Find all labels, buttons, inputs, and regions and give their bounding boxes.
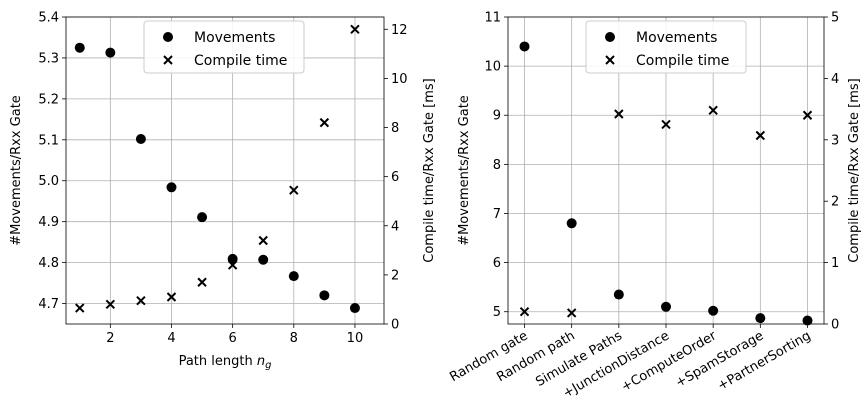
legend-marker-movements bbox=[163, 32, 173, 42]
compile-time-point bbox=[75, 303, 85, 313]
compile-time-point bbox=[661, 119, 671, 130]
y-right-tick-label: 6 bbox=[391, 170, 399, 185]
x-axis-title-subscript: g bbox=[265, 360, 271, 371]
y-right-tick-label: 5 bbox=[831, 11, 839, 26]
legend-box bbox=[143, 20, 305, 74]
y-right-tick-label: 12 bbox=[391, 23, 408, 38]
x-tick-label: 4 bbox=[167, 331, 175, 346]
legend: Movements Compile time bbox=[143, 20, 305, 74]
movements-point bbox=[288, 271, 299, 282]
x-tick-label: 2 bbox=[106, 331, 114, 346]
y-right-axis-title: Compile time/Rxx Gate [ms] bbox=[422, 78, 437, 262]
y-left-tick-label: 7 bbox=[493, 207, 501, 222]
compile-time-point bbox=[802, 110, 813, 120]
y-left-tick-label: 8 bbox=[493, 158, 501, 173]
x-tick-label: Random gate bbox=[447, 328, 530, 385]
compile-time-point bbox=[519, 307, 530, 317]
compile-time-point bbox=[319, 117, 330, 128]
legend: Movements Compile time bbox=[585, 20, 747, 74]
movements-point bbox=[258, 254, 269, 265]
legend-marker-compile-time bbox=[605, 55, 615, 65]
x-axis-title-text: Path length bbox=[179, 354, 257, 369]
movements-point bbox=[519, 41, 530, 52]
compile-time-point bbox=[350, 24, 360, 34]
compile-time-point bbox=[614, 109, 624, 119]
y-left-tick-label: 5 bbox=[493, 305, 501, 320]
legend-box bbox=[585, 20, 747, 74]
y-right-tick-label: 4 bbox=[391, 219, 399, 234]
y-right-tick-label: 8 bbox=[391, 121, 399, 136]
legend-marker-compile-time bbox=[163, 55, 173, 65]
movements-point bbox=[802, 315, 813, 326]
y-right-tick-label: 1 bbox=[831, 256, 839, 271]
y-right-tick-label: 4 bbox=[831, 72, 839, 87]
legend-label-compile-time: Compile time bbox=[636, 53, 729, 69]
movements-point bbox=[74, 42, 85, 53]
y-left-tick-label: 11 bbox=[484, 11, 501, 26]
y-left-tick-label: 4.9 bbox=[38, 215, 59, 230]
movements-point bbox=[135, 133, 146, 144]
x-axis-title: Path length ng bbox=[179, 354, 272, 371]
compile-time-point bbox=[755, 130, 766, 141]
y-right-tick-label: 10 bbox=[391, 72, 408, 87]
compile-time-point bbox=[566, 308, 577, 318]
y-left-tick-label: 4.8 bbox=[38, 256, 59, 271]
x-tick-label: 10 bbox=[347, 331, 364, 346]
y-left-tick-label: 5.1 bbox=[38, 133, 59, 148]
y-left-tick-label: 10 bbox=[484, 60, 501, 75]
compile-time-point bbox=[166, 292, 177, 302]
legend-label-movements: Movements bbox=[194, 30, 275, 46]
y-left-axis-title: #Movements/Rxx Gate bbox=[457, 95, 472, 246]
compile-time-point bbox=[105, 299, 116, 310]
y-left-tick-label: 9 bbox=[493, 109, 501, 124]
movements-point bbox=[166, 182, 177, 193]
legend-label-compile-time: Compile time bbox=[194, 53, 287, 69]
compile-time-point bbox=[708, 105, 718, 116]
movements-point bbox=[708, 305, 719, 316]
movements-point bbox=[349, 303, 360, 314]
y-left-tick-label: 4.7 bbox=[38, 297, 59, 312]
x-axis-title-symbol: n bbox=[257, 354, 265, 369]
movements-point bbox=[661, 301, 671, 312]
movements-point bbox=[105, 47, 116, 58]
y-right-tick-label: 2 bbox=[831, 195, 839, 210]
y-right-tick-label: 2 bbox=[391, 268, 399, 283]
y-left-tick-label: 6 bbox=[493, 256, 501, 271]
compile-time-point bbox=[197, 277, 207, 287]
compile-time-point bbox=[289, 185, 299, 195]
x-tick-label: 6 bbox=[229, 331, 237, 346]
y-left-axis-title: #Movements/Rxx Gate bbox=[9, 95, 24, 246]
y-right-tick-label: 0 bbox=[831, 318, 839, 333]
movements-point bbox=[319, 290, 330, 301]
movements-point bbox=[566, 218, 577, 229]
y-left-tick-label: 5.4 bbox=[38, 11, 59, 26]
plot-frame bbox=[65, 16, 385, 325]
y-right-tick-label: 3 bbox=[831, 133, 839, 148]
y-right-axis-title: Compile time/Rxx Gate [ms] bbox=[847, 78, 862, 262]
compile-time-point bbox=[136, 295, 146, 306]
plot-frame bbox=[507, 16, 825, 325]
y-left-tick-label: 5.2 bbox=[38, 92, 59, 107]
x-tick-label: 8 bbox=[290, 331, 298, 346]
legend-label-movements: Movements bbox=[636, 30, 717, 46]
y-left-tick-label: 5.3 bbox=[38, 51, 59, 66]
compile-time-point bbox=[258, 235, 268, 246]
compile-time-point bbox=[227, 260, 238, 270]
movements-point bbox=[197, 212, 208, 223]
movements-point bbox=[613, 289, 624, 300]
legend-marker-movements bbox=[605, 32, 615, 42]
y-left-tick-label: 5.0 bbox=[38, 174, 59, 189]
y-right-tick-label: 0 bbox=[391, 318, 399, 333]
chart-path-length: 2 4 6 8 10 4.7 4.8 4.9 5.0 5.1 5.2 5.3 5.4 0 2 4 6 8 10 12 M… bbox=[9, 11, 437, 372]
movements-point bbox=[755, 313, 766, 324]
